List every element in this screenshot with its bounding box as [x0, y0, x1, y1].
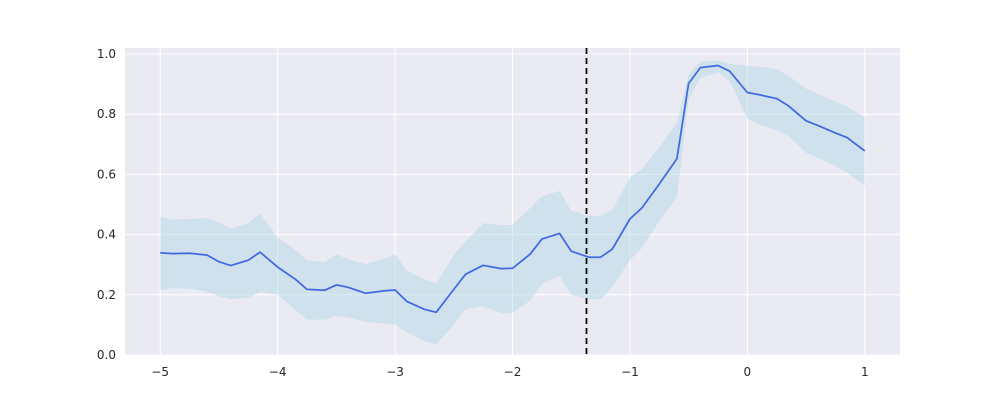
x-tick-label: 1: [861, 365, 869, 379]
confidence-band: [160, 60, 865, 345]
y-axis-ticks: 0.0 0.2 0.4 0.6 0.8 1.0: [97, 47, 116, 362]
y-tick-label: 0.2: [97, 288, 116, 302]
grid-lines: [125, 48, 900, 356]
x-tick-label: 0: [744, 365, 752, 379]
y-tick-label: 0.0: [97, 348, 116, 362]
x-tick-label: −1: [621, 365, 639, 379]
y-tick-label: 0.4: [97, 228, 116, 242]
x-tick-label: −2: [504, 365, 522, 379]
x-tick-label: −4: [269, 365, 287, 379]
y-tick-label: 0.8: [97, 107, 116, 121]
y-tick-label: 0.6: [97, 167, 116, 181]
x-tick-label: −5: [151, 365, 169, 379]
y-tick-label: 1.0: [97, 47, 116, 61]
x-tick-label: −3: [386, 365, 404, 379]
mean-line: [160, 64, 866, 314]
x-axis-ticks: −5 −4 −3 −2 −1 0 1: [151, 365, 868, 379]
